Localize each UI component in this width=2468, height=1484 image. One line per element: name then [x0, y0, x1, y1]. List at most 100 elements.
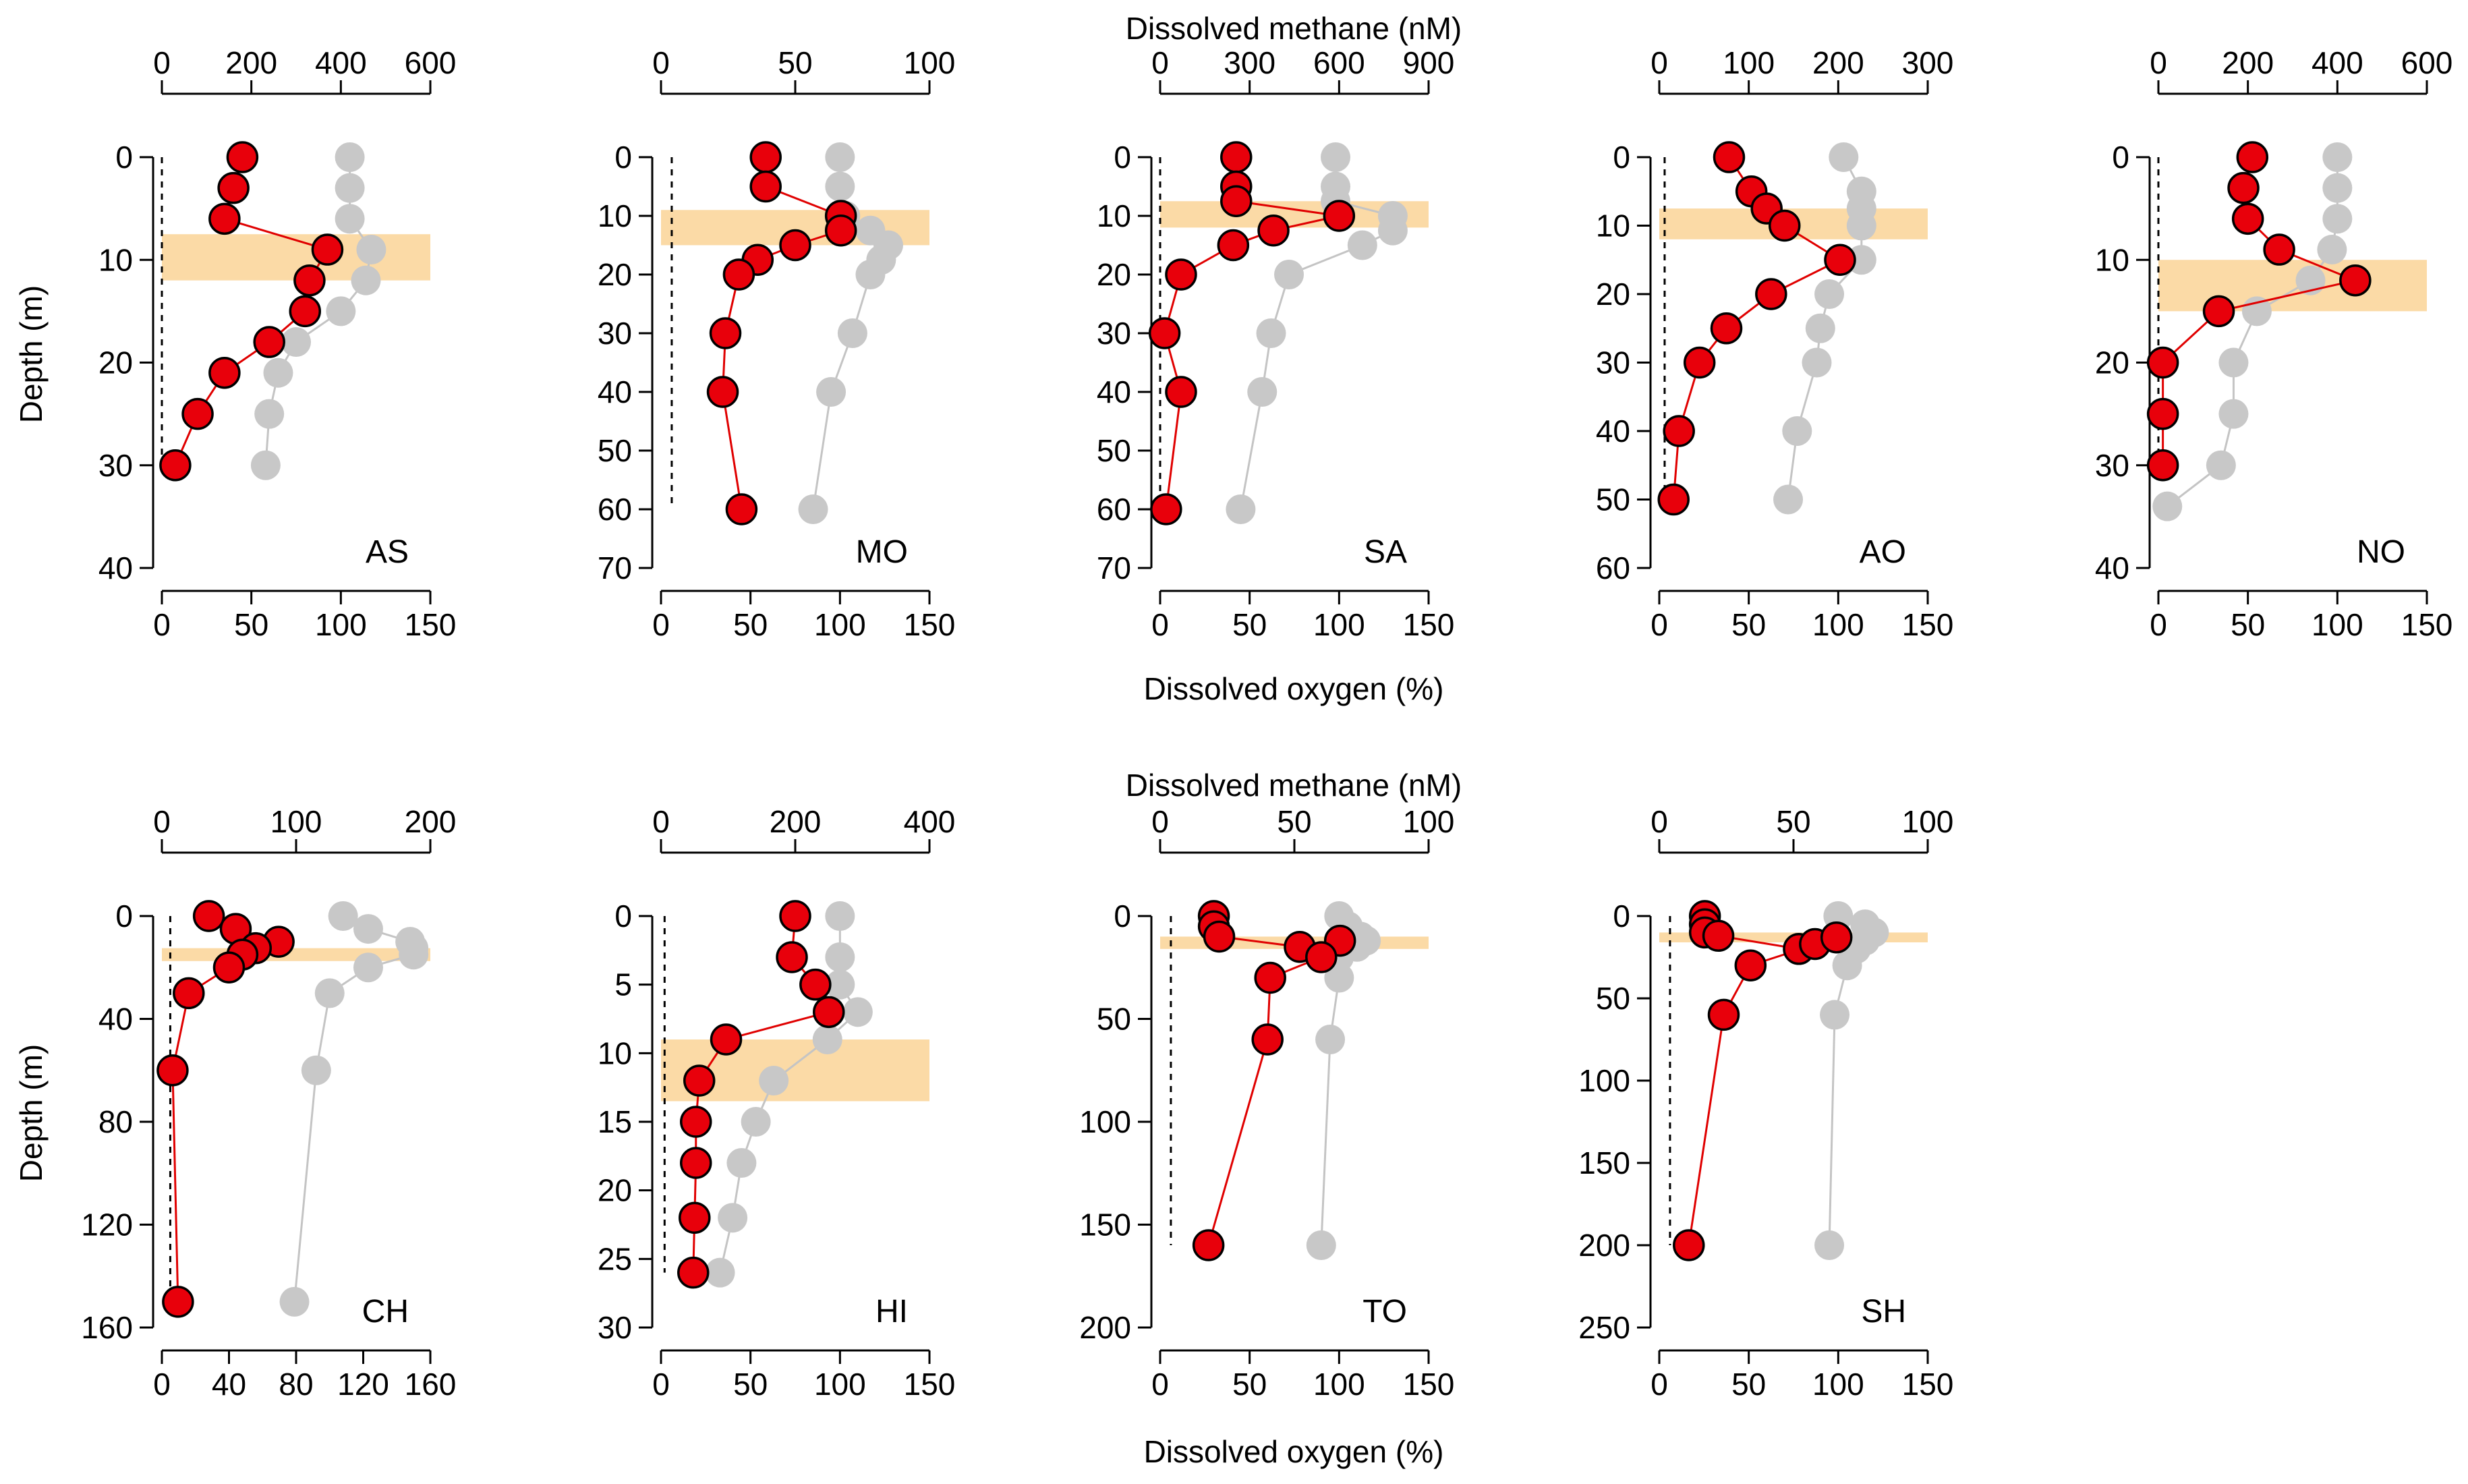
y-tick-label: 5 — [614, 967, 632, 1002]
oxygen-point — [718, 1203, 748, 1233]
methane-tick-label: 0 — [153, 804, 171, 839]
methane-tick-label: 100 — [270, 804, 322, 839]
methane-point — [683, 1064, 716, 1097]
top-row-y-title: Depth (m) — [13, 285, 49, 423]
methane-point — [1165, 258, 1197, 291]
oxygen-tick-label: 0 — [652, 1367, 670, 1402]
methane-point — [156, 1054, 189, 1087]
panel-hi: 0 5 10 15 20 25 30 0 200 400 0 50 100 150 HI — [598, 804, 956, 1402]
oxygen-tick-label: 150 — [1902, 607, 1954, 642]
methane-point — [776, 941, 808, 973]
y-tick-label: 100 — [1578, 1063, 1630, 1098]
y-tick-label: 50 — [1596, 482, 1630, 517]
oxygen-point — [2206, 450, 2236, 480]
oxygen-tick-label: 0 — [652, 607, 670, 642]
mixing-layer-band — [162, 948, 430, 961]
methane-point — [293, 264, 326, 297]
bottom-row-oxygen-title: Dissolved oxygen (%) — [1144, 1434, 1444, 1469]
methane-point — [159, 449, 192, 482]
oxygen-point — [279, 1286, 310, 1317]
oxygen-tick-label: 100 — [1812, 1367, 1864, 1402]
y-tick-label: 30 — [98, 448, 133, 483]
methane-point — [749, 170, 782, 203]
oxygen-point — [812, 1025, 842, 1054]
oxygen-tick-label: 0 — [1651, 1367, 1668, 1402]
oxygen-tick-label: 0 — [2150, 607, 2167, 642]
methane-point — [1148, 317, 1181, 349]
methane-tick-label: 400 — [904, 804, 956, 839]
oxygen-point — [335, 173, 365, 203]
oxygen-line — [293, 915, 415, 1303]
y-tick-label: 150 — [1578, 1145, 1630, 1180]
oxygen-tick-label: 100 — [2312, 607, 2363, 642]
y-tick-label: 40 — [1097, 374, 1131, 409]
oxygen-point — [335, 142, 365, 172]
y-tick-label: 10 — [2095, 242, 2129, 277]
y-tick-label: 70 — [1097, 550, 1131, 586]
methane-tick-label: 100 — [1403, 804, 1455, 839]
oxygen-point — [825, 142, 855, 172]
methane-tick-label: 200 — [2222, 45, 2274, 80]
oxygen-point — [335, 204, 365, 234]
methane-point — [1707, 998, 1740, 1031]
mixing-layer-band — [2158, 260, 2427, 312]
oxygen-tick-label: 0 — [1651, 607, 1668, 642]
y-tick-label: 250 — [1578, 1310, 1630, 1345]
methane-point — [162, 1286, 194, 1318]
oxygen-point — [353, 952, 383, 983]
y-tick-label: 80 — [98, 1104, 133, 1139]
methane-tick-label: 0 — [1651, 45, 1668, 80]
oxygen-point — [825, 969, 855, 1000]
oxygen-point — [1256, 318, 1286, 348]
panel-label: NO — [2357, 534, 2405, 570]
methane-point — [1820, 921, 1853, 954]
oxygen-point — [1306, 1230, 1336, 1260]
methane-point — [779, 900, 811, 932]
panel-label: MO — [856, 534, 908, 570]
methane-tick-label: 0 — [652, 45, 670, 80]
methane-point — [2263, 233, 2295, 266]
oxygen-point — [726, 1148, 757, 1178]
y-tick-label: 40 — [2095, 550, 2129, 586]
methane-tick-label: 0 — [652, 804, 670, 839]
methane-tick-label: 0 — [1151, 804, 1169, 839]
oxygen-point — [1829, 142, 1859, 172]
y-tick-label: 120 — [81, 1207, 133, 1243]
methane-point — [208, 356, 241, 389]
panel-label: SH — [1861, 1294, 1906, 1330]
oxygen-point — [1805, 313, 1835, 343]
methane-point — [706, 376, 739, 408]
oxygen-tick-label: 150 — [405, 607, 457, 642]
oxygen-point — [1782, 416, 1812, 446]
oxygen-tick-label: 100 — [1812, 607, 1864, 642]
methane-point — [749, 141, 782, 173]
top-row-oxygen-title: Dissolved oxygen (%) — [1144, 671, 1444, 706]
y-tick-label: 0 — [614, 140, 632, 175]
methane-point — [710, 1023, 743, 1056]
oxygen-point — [825, 171, 855, 202]
methane-point — [679, 1147, 712, 1179]
methane-point — [2146, 397, 2179, 430]
y-tick-label: 160 — [81, 1310, 133, 1345]
oxygen-point — [326, 296, 356, 326]
oxygen-tick-label: 50 — [1232, 1367, 1267, 1402]
y-tick-label: 20 — [598, 1173, 632, 1208]
methane-point — [1683, 346, 1716, 379]
panel-label: SA — [1364, 534, 1407, 570]
methane-point — [1150, 493, 1182, 525]
y-tick-label: 10 — [598, 1035, 632, 1071]
oxygen-point — [759, 1066, 789, 1095]
methane-point — [173, 977, 205, 1010]
oxygen-tick-label: 150 — [1403, 607, 1455, 642]
oxygen-point — [1846, 210, 1876, 241]
y-tick-label: 20 — [1097, 257, 1131, 292]
y-tick-label: 10 — [1097, 198, 1131, 233]
methane-point — [1257, 215, 1290, 247]
methane-tick-label: 50 — [1776, 804, 1810, 839]
y-tick-label: 100 — [1079, 1104, 1131, 1139]
y-tick-label: 70 — [598, 550, 632, 586]
y-tick-label: 0 — [1613, 140, 1630, 175]
y-tick-label: 0 — [614, 898, 632, 934]
y-tick-label: 40 — [98, 1002, 133, 1037]
methane-point — [722, 258, 755, 291]
